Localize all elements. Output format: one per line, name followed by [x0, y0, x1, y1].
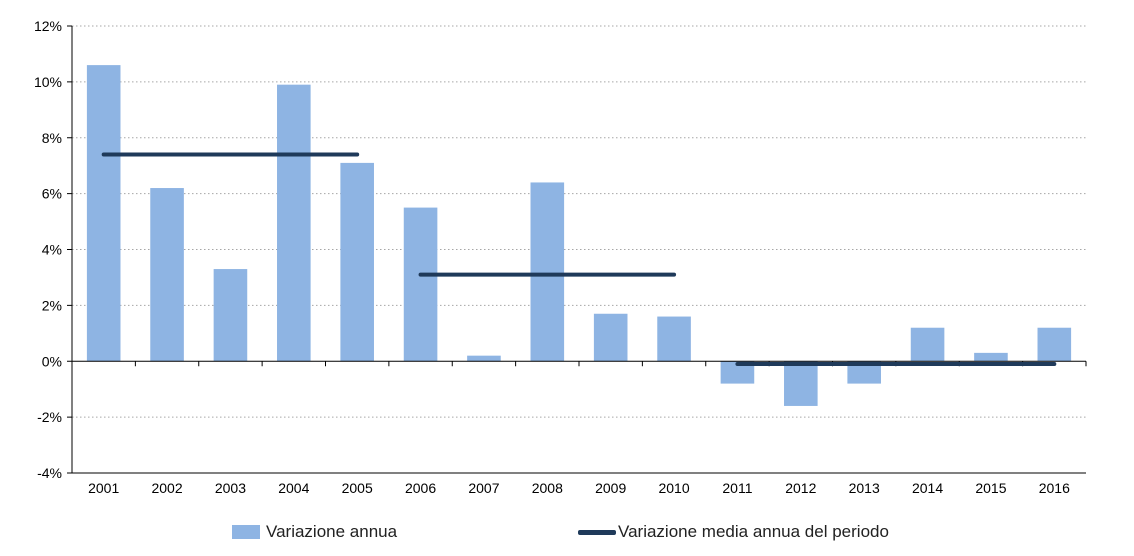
tick-labels: -4% -2% 0% 2% 4% 6% 8% 10% 12% 2001 2002 2003 2004 20…: [34, 18, 1070, 496]
bar-2004: [277, 84, 311, 362]
bar-2005: [340, 162, 374, 362]
bar-2010: [657, 316, 691, 362]
legend-swatch-average: [578, 529, 616, 535]
bar-2011: [720, 361, 755, 384]
x-tick-label-2004: 2004: [278, 480, 309, 496]
bar-2009: [593, 313, 628, 362]
x-tick-label-2003: 2003: [215, 480, 246, 496]
y-tick-label-0: 0%: [42, 353, 62, 369]
y-tick-label-10: 10%: [34, 74, 62, 90]
bar-2002: [150, 188, 184, 362]
bars: [86, 65, 1072, 406]
bar-2008: [530, 182, 565, 362]
average-lines: [101, 152, 1057, 367]
y-tick-label-4: 4%: [42, 242, 62, 258]
x-tick-label-2012: 2012: [785, 480, 816, 496]
bar-2012: [784, 361, 818, 406]
x-tick-label-2011: 2011: [722, 480, 752, 496]
x-tick-label-2001: 2001: [88, 480, 119, 496]
bar-2014: [910, 327, 945, 362]
legend-swatch-annual: [232, 525, 260, 539]
x-tick-label-2009: 2009: [595, 480, 626, 496]
x-tick-label-2014: 2014: [912, 480, 943, 496]
bar-2016: [1037, 327, 1072, 362]
x-tick-label-2005: 2005: [342, 480, 373, 496]
y-tick-label-2: 2%: [42, 297, 62, 313]
chart: -4% -2% 0% 2% 4% 6% 8% 10% 12% 2001 2002 2003 2004 20…: [34, 18, 1087, 496]
bar-2007: [467, 355, 501, 362]
bar-2001: [86, 65, 121, 362]
y-tick-label-6: 6%: [42, 186, 62, 202]
x-tick-label-2008: 2008: [532, 480, 563, 496]
x-tick-label-2016: 2016: [1039, 480, 1070, 496]
x-tick-label-2006: 2006: [405, 480, 436, 496]
bar-2006: [403, 207, 438, 362]
legend-item-annual: Variazione annua: [232, 519, 397, 545]
x-tick-label-2002: 2002: [151, 480, 182, 496]
y-tick-label-12: 12%: [34, 18, 62, 34]
legend-label-annual: Variazione annua: [266, 522, 398, 541]
legend-item-average: Variazione media annua del periodo: [578, 519, 889, 545]
legend-label-average: Variazione media annua del periodo: [618, 522, 889, 541]
y-tick-label-8: 8%: [42, 130, 62, 146]
y-tick-label--4: -4%: [37, 465, 62, 481]
x-tick-label-2007: 2007: [468, 480, 499, 496]
bar-2003: [213, 269, 248, 362]
bar-2013: [847, 361, 881, 384]
axes: [67, 25, 1087, 474]
y-tick-label--2: -2%: [37, 409, 62, 425]
x-tick-label-2013: 2013: [849, 480, 880, 496]
bar-2015: [974, 352, 1008, 362]
x-tick-label-2010: 2010: [658, 480, 689, 496]
x-tick-label-2015: 2015: [975, 480, 1006, 496]
